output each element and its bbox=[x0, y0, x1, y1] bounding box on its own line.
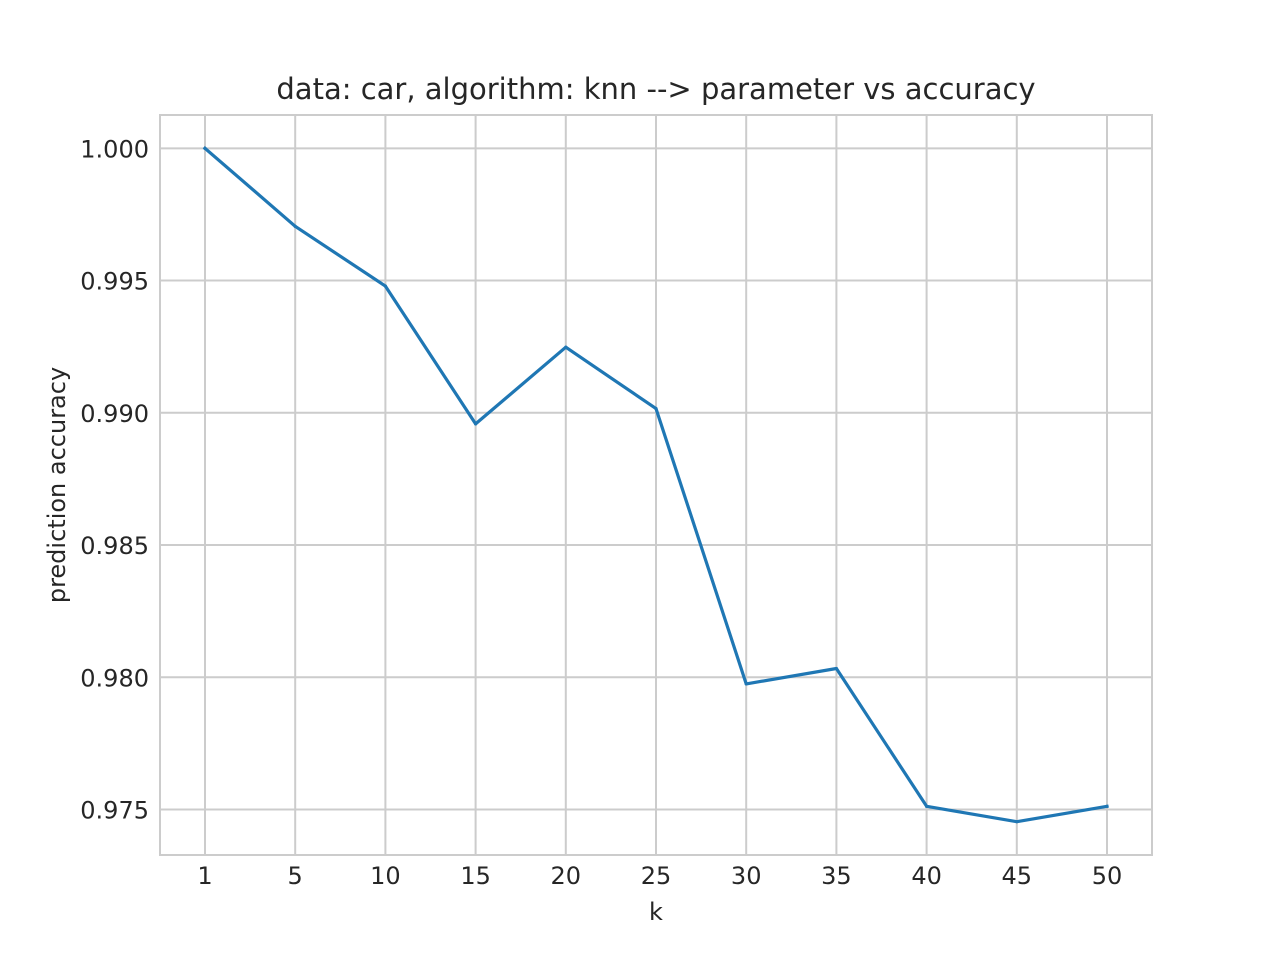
data-point bbox=[383, 284, 387, 288]
x-tick-label: 5 bbox=[288, 862, 303, 890]
y-tick-label: 1.000 bbox=[80, 135, 149, 163]
y-tick-label: 0.995 bbox=[80, 268, 149, 296]
y-tick-label: 0.990 bbox=[80, 400, 149, 428]
x-tick-labels: 1 5 10 15 20 25 30 35 40 45 50 bbox=[197, 862, 1122, 890]
data-point bbox=[744, 682, 748, 686]
x-tick-label: 20 bbox=[551, 862, 582, 890]
x-tick-label: 25 bbox=[641, 862, 672, 890]
y-tick-label: 0.980 bbox=[80, 664, 149, 692]
series-layer bbox=[202, 146, 1109, 824]
data-point bbox=[564, 345, 568, 349]
x-tick-label: 30 bbox=[731, 862, 762, 890]
x-tick-label: 1 bbox=[197, 862, 212, 890]
plot-area-frame bbox=[159, 114, 1153, 856]
data-point bbox=[474, 422, 478, 426]
x-tick-label: 45 bbox=[1002, 862, 1033, 890]
data-point bbox=[293, 224, 297, 228]
grid bbox=[160, 115, 1152, 855]
data-point bbox=[1105, 804, 1109, 808]
x-tick-label: 35 bbox=[821, 862, 852, 890]
chart-title: data: car, algorithm: knn --> parameter … bbox=[276, 72, 1035, 106]
x-tick-label: 40 bbox=[911, 862, 942, 890]
y-tick-label: 0.985 bbox=[80, 532, 149, 560]
y-axis-title: prediction accuracy bbox=[43, 367, 71, 603]
x-tick-label: 10 bbox=[370, 862, 401, 890]
y-tick-label: 0.975 bbox=[80, 797, 149, 825]
x-tick-label: 15 bbox=[460, 862, 491, 890]
data-point bbox=[925, 804, 929, 808]
x-tick-label: 50 bbox=[1092, 862, 1123, 890]
y-tick-labels: 0.975 0.980 0.985 0.990 0.995 1.000 bbox=[80, 135, 149, 824]
data-point bbox=[203, 146, 207, 150]
data-point bbox=[834, 666, 839, 671]
data-point bbox=[654, 406, 658, 411]
data-point bbox=[1015, 820, 1019, 824]
x-axis-title: k bbox=[649, 898, 663, 926]
